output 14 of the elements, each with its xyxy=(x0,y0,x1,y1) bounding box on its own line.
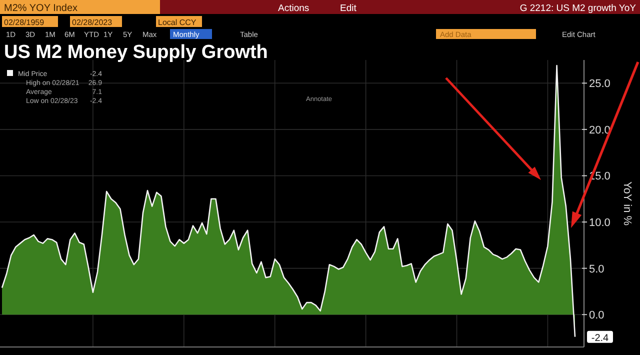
text: Edit xyxy=(340,3,357,14)
y-tick-label: 5.0 xyxy=(589,263,604,276)
text: G 2212: US M2 growth YoY xyxy=(520,3,637,14)
text: Local CCY xyxy=(158,18,197,27)
y-tick-label: 10.0 xyxy=(589,217,610,230)
chart-title: US M2 Money Supply Growth xyxy=(4,42,268,63)
text: 02/28/2023 xyxy=(72,18,113,27)
y-axis-title: YoY in % xyxy=(621,181,633,226)
y-tick-label: 0.0 xyxy=(589,310,604,322)
text: -2.4 xyxy=(591,332,610,344)
y-tick-label: 25.0 xyxy=(589,78,610,90)
text: Actions xyxy=(278,3,310,14)
text: 02/28/1959 xyxy=(4,18,45,27)
text: M2% YOY Index xyxy=(4,3,78,14)
